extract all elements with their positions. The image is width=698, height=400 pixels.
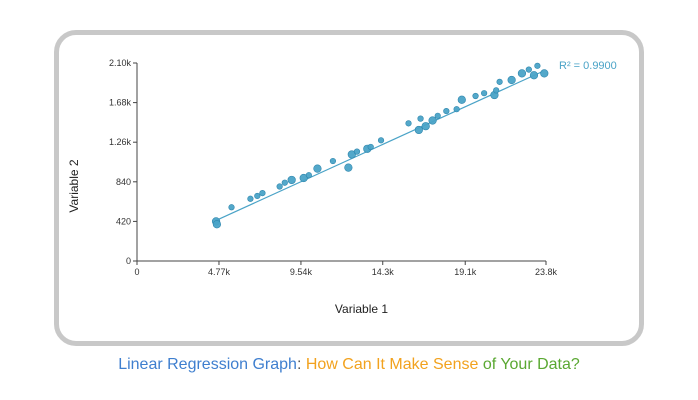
y-tick-label: 840 xyxy=(116,177,131,187)
x-tick-label: 14.3k xyxy=(372,267,395,277)
data-point xyxy=(414,125,423,135)
trendline xyxy=(215,70,543,222)
data-point xyxy=(481,90,488,97)
x-tick-label: 0 xyxy=(134,267,139,277)
data-point xyxy=(281,179,288,186)
x-tick-label: 9.54k xyxy=(290,267,313,277)
data-point xyxy=(329,157,337,165)
data-point xyxy=(299,173,308,183)
data-point xyxy=(247,195,254,202)
trendline-layer xyxy=(215,70,543,222)
data-point xyxy=(287,175,296,185)
data-point xyxy=(405,120,412,127)
y-tick-label: 0 xyxy=(126,256,131,266)
caption-separator: : xyxy=(296,356,306,373)
data-point xyxy=(493,87,500,94)
data-point xyxy=(434,112,441,119)
data-point xyxy=(347,150,356,159)
y-tick-label: 420 xyxy=(116,216,131,226)
data-point xyxy=(421,122,430,131)
data-point xyxy=(496,78,503,85)
x-axis-title: Variable 1 xyxy=(335,302,388,316)
data-point xyxy=(305,172,312,179)
data-point xyxy=(529,71,539,80)
data-point xyxy=(313,164,322,173)
data-point xyxy=(254,192,261,200)
data-point xyxy=(457,95,466,104)
data-point xyxy=(259,190,266,197)
r-squared-label: R² = 0.9900 xyxy=(559,60,617,72)
data-point xyxy=(525,66,532,73)
data-point xyxy=(212,220,222,229)
data-point xyxy=(276,183,283,190)
y-tick-label: 2.10k xyxy=(109,58,132,68)
caption-part-question: How Can It Make Sense xyxy=(305,356,479,373)
data-point xyxy=(472,92,479,100)
x-tick-label: 19.1k xyxy=(454,267,477,277)
chart-frame xyxy=(54,30,644,346)
x-tick-label: 4.77k xyxy=(208,267,231,277)
y-axis-title: Variable 2 xyxy=(67,159,81,212)
chart-axes: 0 420 840 1.26k 1.68k 2.10k 0 4.77k 9.54k 14.3k 19… xyxy=(109,58,558,277)
x-tick-label: 23.8k xyxy=(535,267,558,277)
y-tick-label: 1.26k xyxy=(109,137,132,147)
data-point xyxy=(228,204,235,211)
data-point xyxy=(443,107,450,115)
data-point xyxy=(353,148,361,155)
data-point xyxy=(517,69,527,78)
data-point xyxy=(428,116,437,125)
data-point xyxy=(377,137,385,144)
data-point xyxy=(367,143,374,151)
y-tick-label: 1.68k xyxy=(109,98,132,108)
data-point xyxy=(507,75,516,85)
data-point xyxy=(344,163,353,172)
figure-caption: Linear Regression Graph: How Can It Make… xyxy=(0,356,698,374)
caption-part-data: of Your Data? xyxy=(478,356,580,373)
caption-part-title: Linear Regression Graph xyxy=(118,356,297,373)
data-point xyxy=(534,62,541,69)
data-points xyxy=(211,62,549,229)
data-point xyxy=(417,115,424,122)
data-point xyxy=(453,106,460,113)
data-point xyxy=(540,69,549,78)
